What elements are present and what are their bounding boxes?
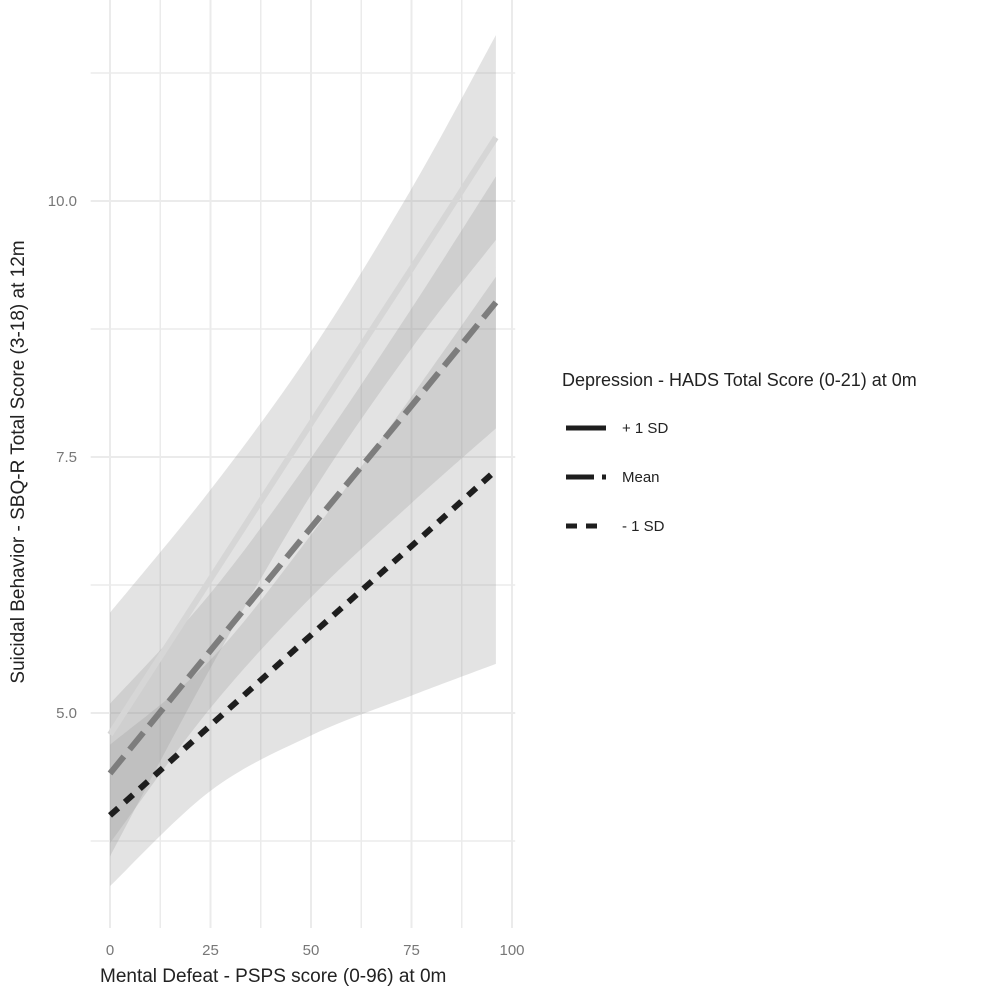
series-line-1-sd	[107, 135, 499, 737]
ribbon-mean	[110, 176, 496, 844]
confidence-ribbons	[110, 35, 496, 887]
x-tick-label: 25	[202, 942, 219, 959]
series-lines	[107, 135, 499, 818]
legend-title: Depression - HADS Total Score (0-21) at …	[562, 370, 917, 390]
legend: Depression - HADS Total Score (0-21) at …	[562, 370, 917, 535]
legend-item: Mean	[566, 469, 660, 486]
x-tick-label: 100	[499, 942, 524, 959]
x-axis-label: Mental Defeat - PSPS score (0-96) at 0m	[100, 966, 446, 987]
x-tick-label: 50	[303, 942, 320, 959]
legend-label: + 1 SD	[622, 420, 668, 437]
series-line-mean	[107, 300, 499, 776]
legend-label: - 1 SD	[622, 518, 665, 535]
x-tick-label: 0	[106, 942, 114, 959]
series-line-1-sd	[107, 468, 498, 818]
legend-label: Mean	[622, 469, 660, 486]
ribbon-1-sd	[110, 276, 496, 887]
y-tick-label: 7.5	[56, 449, 77, 466]
y-tick-label: 5.0	[56, 705, 77, 722]
y-axis-label: Suicidal Behavior - SBQ-R Total Score (3…	[8, 240, 29, 683]
y-tick-label: 10.0	[48, 193, 77, 210]
x-tick-label: 75	[403, 942, 420, 959]
x-tick-labels: 0 25 50 75 100	[106, 942, 525, 959]
legend-item: + 1 SD	[566, 420, 668, 437]
legend-item: - 1 SD	[566, 518, 665, 535]
y-tick-labels: 5.0 7.5 10.0	[48, 193, 77, 722]
